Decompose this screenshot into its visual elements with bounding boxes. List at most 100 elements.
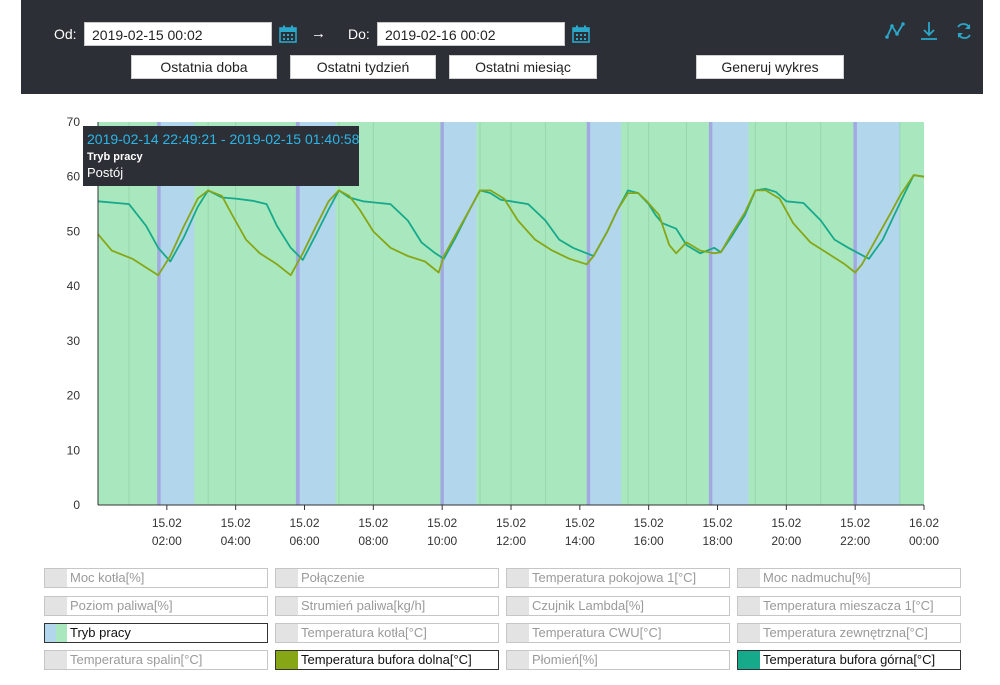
x-tick-date: 15.02 <box>358 516 388 530</box>
legend-item[interactable]: Połączenie <box>275 568 499 588</box>
legend-label: Połączenie <box>301 570 365 585</box>
legend-item[interactable]: Temperatura kotła[°C] <box>275 623 499 643</box>
transition-mode-band <box>708 122 713 505</box>
legend-item[interactable]: Moc kotła[%] <box>44 568 268 588</box>
legend-item[interactable]: Tryb pracy <box>44 623 268 643</box>
legend-item[interactable]: Moc nadmuchu[%] <box>737 568 961 588</box>
x-tick-date: 15.02 <box>702 516 732 530</box>
x-tick-time: 18:00 <box>702 534 732 548</box>
x-tick-time: 06:00 <box>289 534 319 548</box>
y-tick-label: 60 <box>67 170 81 184</box>
legend-label: Temperatura CWU[°C] <box>532 625 662 640</box>
legend-label: Płomień[%] <box>532 652 598 667</box>
to-date-input[interactable]: 2019-02-16 00:02 <box>377 22 565 46</box>
idle-mode-band <box>588 122 622 505</box>
legend-item[interactable]: Temperatura mieszacza 1[°C] <box>737 596 961 616</box>
transition-mode-band <box>586 122 591 505</box>
legend-swatch <box>738 624 760 642</box>
x-tick-date: 15.02 <box>427 516 457 530</box>
x-tick-date: 15.02 <box>771 516 801 530</box>
toolbar: Od: 2019-02-15 00:02 → Do: 2019-02-16 00… <box>21 0 983 94</box>
legend-swatch <box>738 597 760 615</box>
idle-mode-band <box>442 122 477 505</box>
x-tick-date: 15.02 <box>152 516 182 530</box>
transition-mode-band <box>157 122 161 505</box>
legend-item[interactable]: Temperatura CWU[°C] <box>506 623 730 643</box>
x-tick-time: 10:00 <box>427 534 457 548</box>
legend-swatch <box>507 624 529 642</box>
generate-chart-button[interactable]: Generuj wykres <box>696 55 844 79</box>
download-icon[interactable] <box>919 21 939 41</box>
x-tick-date: 16.02 <box>909 516 939 530</box>
legend-swatch <box>45 624 67 642</box>
series-line-2 <box>97 174 925 277</box>
y-tick-label: 20 <box>67 389 81 403</box>
legend-swatch <box>507 569 529 587</box>
last-month-button[interactable]: Ostatni miesiąc <box>449 55 597 79</box>
from-date-input[interactable]: 2019-02-15 00:02 <box>84 22 272 46</box>
x-tick-time: 16:00 <box>634 534 664 548</box>
legend-label: Poziom paliwa[%] <box>70 598 173 613</box>
series-line-1 <box>97 174 925 263</box>
legend-item[interactable]: Poziom paliwa[%] <box>44 596 268 616</box>
legend-swatch <box>738 569 760 587</box>
legend-item[interactable]: Temperatura pokojowa 1[°C] <box>506 568 730 588</box>
y-tick-label: 0 <box>73 498 80 512</box>
legend-label: Strumień paliwa[kg/h] <box>301 598 426 613</box>
x-tick-time: 08:00 <box>358 534 388 548</box>
legend-item[interactable]: Temperatura bufora dolna[°C] <box>275 650 499 670</box>
x-tick-time: 22:00 <box>840 534 870 548</box>
legend-swatch <box>507 597 529 615</box>
x-tick-time: 00:00 <box>909 534 939 548</box>
x-tick-time: 02:00 <box>152 534 182 548</box>
transition-mode-band <box>853 122 857 505</box>
y-tick-label: 70 <box>67 115 81 129</box>
tooltip-series: Tryb pracy <box>87 151 143 163</box>
transition-mode-band <box>295 122 300 505</box>
refresh-icon[interactable] <box>954 21 974 41</box>
legend-swatch <box>507 651 529 669</box>
legend-label: Temperatura kotła[°C] <box>301 625 427 640</box>
tooltip: 2019-02-14 22:49:21 - 2019-02-15 01:40:5… <box>83 126 359 186</box>
x-tick-time: 12:00 <box>496 534 526 548</box>
legend-swatch <box>276 651 298 669</box>
last-day-button[interactable]: Ostatnia doba <box>131 55 277 79</box>
x-tick-date: 15.02 <box>221 516 251 530</box>
y-tick-label: 50 <box>67 224 81 238</box>
from-label: Od: <box>54 26 77 42</box>
x-tick-date: 15.02 <box>840 516 870 530</box>
legend-label: Tryb pracy <box>70 625 131 640</box>
legend-swatch <box>45 597 67 615</box>
idle-mode-band <box>855 122 900 505</box>
range-arrow-icon: → <box>311 25 326 42</box>
tooltip-range: 2019-02-14 22:49:21 - 2019-02-15 01:40:5… <box>87 131 360 147</box>
tooltip-value: Postój <box>87 165 124 180</box>
y-tick-label: 40 <box>67 279 81 293</box>
legend-label: Temperatura spalin[°C] <box>70 652 203 667</box>
legend-item[interactable]: Temperatura spalin[°C] <box>44 650 268 670</box>
legend-swatch <box>45 651 67 669</box>
calendar-icon[interactable] <box>279 25 297 43</box>
last-week-button[interactable]: Ostatni tydzień <box>290 55 436 79</box>
legend-label: Temperatura bufora górna[°C] <box>763 652 936 667</box>
x-tick-date: 15.02 <box>496 516 526 530</box>
legend-label: Moc kotła[%] <box>70 570 145 585</box>
legend-item[interactable]: Temperatura bufora górna[°C] <box>737 650 961 670</box>
x-tick-date: 15.02 <box>634 516 664 530</box>
x-tick-time: 04:00 <box>221 534 251 548</box>
legend-item[interactable]: Czujnik Lambda[%] <box>506 596 730 616</box>
legend-item[interactable]: Temperatura zewnętrzna[°C] <box>737 623 961 643</box>
transition-mode-band <box>440 122 444 505</box>
chart-line-icon[interactable] <box>885 21 905 41</box>
legend-item[interactable]: Strumień paliwa[kg/h] <box>275 596 499 616</box>
legend-label: Temperatura mieszacza 1[°C] <box>763 598 934 613</box>
legend-swatch <box>738 651 760 669</box>
legend-label: Temperatura bufora dolna[°C] <box>301 652 472 667</box>
y-tick-label: 30 <box>67 334 81 348</box>
legend-swatch <box>276 624 298 642</box>
to-label: Do: <box>348 26 370 42</box>
idle-mode-band <box>710 122 749 505</box>
calendar-icon[interactable] <box>572 25 590 43</box>
x-tick-date: 15.02 <box>565 516 595 530</box>
legend-item[interactable]: Płomień[%] <box>506 650 730 670</box>
